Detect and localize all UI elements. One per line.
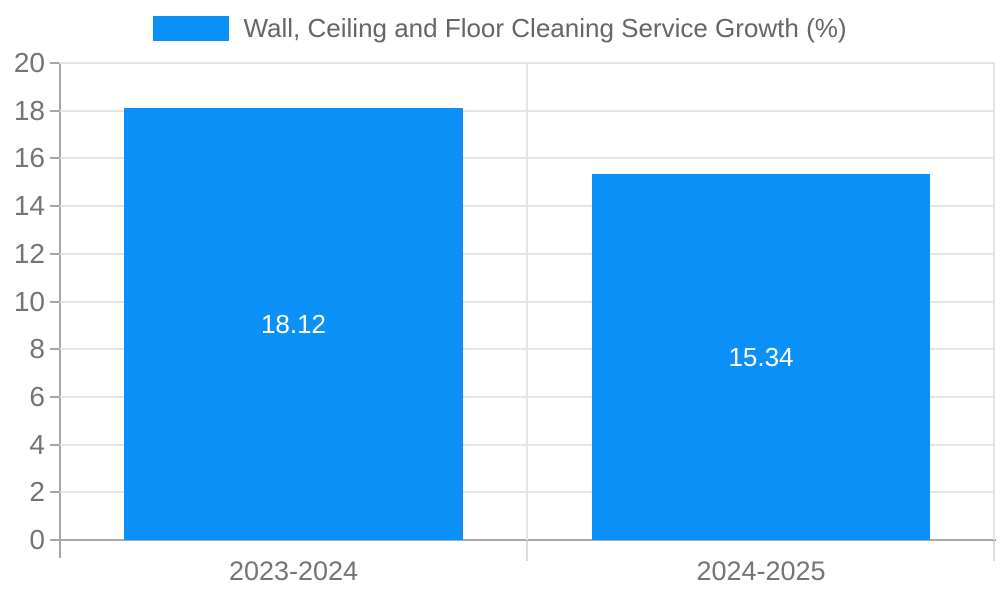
gridline (526, 63, 528, 540)
bar-value-label: 18.12 (260, 308, 327, 339)
x-tick-label: 2023-2024 (228, 556, 359, 586)
x-axis-tick (993, 541, 995, 561)
y-tick-label: 2 (29, 476, 45, 508)
y-tick-label: 20 (13, 47, 45, 78)
legend[interactable]: Wall, Ceiling and Floor Cleaning Service… (0, 13, 1000, 44)
y-axis-tick (50, 110, 59, 112)
y-axis-tick (50, 491, 59, 493)
y-tick-label: 16 (13, 142, 45, 174)
y-tick-label: 0 (29, 524, 45, 555)
y-tick-label: 8 (29, 333, 45, 365)
y-tick-label: 4 (29, 428, 45, 460)
y-tick-label: 10 (13, 285, 45, 317)
plot-area: 20 18 16 14 12 10 8 6 4 2 0 18.12 15.34 … (14, 49, 995, 586)
legend-label: Wall, Ceiling and Floor Cleaning Service… (243, 13, 847, 43)
y-axis-tick (50, 157, 59, 159)
bar-2024-2025: 15.34 (592, 174, 930, 540)
y-axis-line (59, 63, 61, 558)
bar-value-label: 15.34 (728, 342, 794, 373)
y-axis-tick (50, 205, 59, 207)
y-tick-label: 14 (13, 190, 45, 222)
bar-2023-2024: 18.12 (124, 107, 463, 540)
legend-swatch[interactable] (153, 16, 230, 41)
y-axis-tick (50, 444, 59, 446)
y-axis-tick (50, 396, 59, 398)
y-axis-tick (50, 301, 59, 303)
y-axis-tick (50, 539, 59, 541)
y-axis-tick (50, 62, 59, 64)
y-axis-tick (50, 253, 59, 255)
x-axis-line (59, 539, 996, 541)
y-tick-label: 18 (13, 94, 45, 126)
y-tick-label: 12 (13, 237, 45, 269)
y-axis-tick (50, 348, 59, 350)
y-tick-label: 6 (29, 380, 45, 412)
gridline (993, 63, 995, 540)
x-tick-label: 2024-2025 (696, 556, 826, 586)
x-axis-tick (526, 541, 528, 561)
